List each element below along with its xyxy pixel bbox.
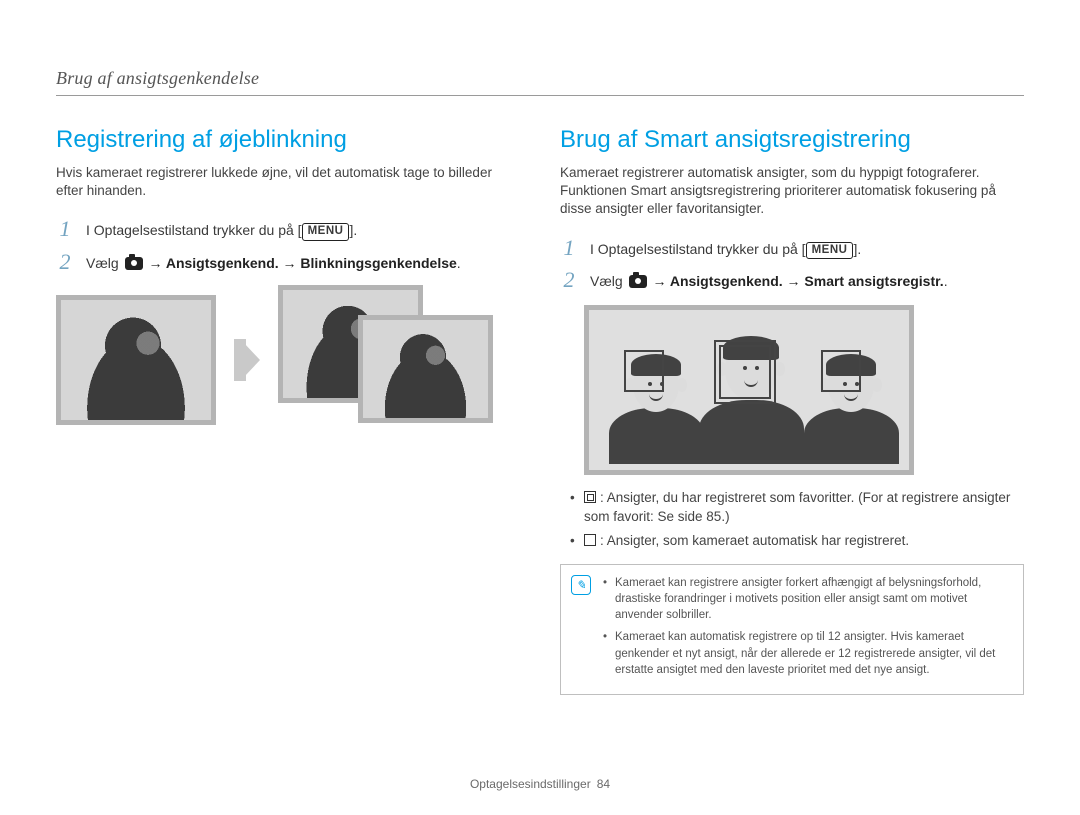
square-icon (584, 534, 596, 546)
step-2-left: 2 Vælg → Ansigtsgenkend. → Blinkningsgen… (56, 251, 520, 273)
footer-label: Optagelsesindstillinger (470, 777, 591, 791)
menu-button-label: MENU (806, 242, 854, 260)
text: Vælg (86, 255, 123, 271)
text: I Optagelsestilstand trykker du på [ (86, 222, 302, 238)
legend-list: : Ansigter, du har registreret som favor… (570, 489, 1024, 550)
header: Brug af ansigtsgenkendelse (56, 68, 1024, 96)
columns: Registrering af øjeblinkning Hvis kamera… (56, 126, 1024, 695)
camera-icon (629, 275, 647, 288)
step-1-right: 1 I Optagelsestilstand trykker du på [ME… (560, 237, 1024, 260)
step-number: 1 (560, 237, 578, 259)
photo-after-2 (358, 315, 493, 423)
menu-path: → Ansigtsgenkend. → Smart ansigtsregistr… (649, 273, 944, 289)
face-highlight (61, 300, 211, 420)
manual-page: Brug af ansigtsgenkendelse Registrering … (0, 0, 1080, 815)
intro-blink: Hvis kameraet registrerer lukkede øjne, … (56, 164, 520, 200)
text: : Ansigter, du har registreret som favor… (584, 490, 1010, 523)
text: . (944, 273, 948, 289)
blink-figure (56, 285, 520, 435)
step-text: I Optagelsestilstand trykker du på [MENU… (86, 218, 357, 241)
text: : Ansigter, som kameraet automatisk har … (600, 533, 909, 548)
text: . (457, 255, 461, 271)
column-right: Brug af Smart ansigtsregistrering Kamera… (560, 126, 1024, 695)
step-number: 2 (560, 269, 578, 291)
step-text: Vælg → Ansigtsgenkend. → Blinkningsgenke… (86, 251, 461, 273)
legend-favorite: : Ansigter, du har registreret som favor… (570, 489, 1024, 525)
square-double-icon (584, 491, 596, 503)
group-figure (584, 305, 914, 475)
photo-stack (278, 285, 498, 435)
legend-auto: : Ansigter, som kameraet automatisk har … (570, 532, 1024, 550)
breadcrumb: Brug af ansigtsgenkendelse (56, 68, 1024, 89)
step-text: Vælg → Ansigtsgenkend. → Smart ansigtsre… (590, 269, 948, 291)
menu-button-label: MENU (302, 223, 350, 241)
step-number: 1 (56, 218, 74, 240)
photo-before (56, 295, 216, 425)
arrow-icon (234, 339, 260, 381)
menu-path: → Ansigtsgenkend. → Blinkningsgenkendels… (145, 255, 457, 271)
face-highlight (363, 320, 488, 418)
text: ]. (349, 222, 357, 238)
note-icon: ✎ (571, 575, 591, 595)
column-left: Registrering af øjeblinkning Hvis kamera… (56, 126, 520, 695)
step-1-left: 1 I Optagelsestilstand trykker du på [ME… (56, 218, 520, 241)
step-number: 2 (56, 251, 74, 273)
text: I Optagelsestilstand trykker du på [ (590, 241, 806, 257)
step-2-right: 2 Vælg → Ansigtsgenkend. → Smart ansigts… (560, 269, 1024, 291)
camera-icon (125, 257, 143, 270)
note-box: ✎ Kameraet kan registrere ansigter forke… (560, 564, 1024, 695)
note-item: Kameraet kan automatisk registrere op ti… (603, 629, 1013, 677)
footer: Optagelsesindstillinger 84 (0, 777, 1080, 791)
note-item: Kameraet kan registrere ansigter forkert… (603, 575, 1013, 623)
face-rect-fav (714, 340, 776, 404)
section-title-blink: Registrering af øjeblinkning (56, 126, 520, 154)
text: ]. (853, 241, 861, 257)
section-title-smart: Brug af Smart ansigtsregistrering (560, 126, 1024, 154)
face-rect-auto-1 (624, 350, 664, 392)
intro-smart: Kameraet registrerer automatisk ansigter… (560, 164, 1024, 219)
text: Vælg (590, 273, 627, 289)
header-rule (56, 95, 1024, 96)
face-rect-auto-2 (821, 350, 861, 392)
step-text: I Optagelsestilstand trykker du på [MENU… (590, 237, 861, 260)
page-number: 84 (597, 777, 610, 791)
